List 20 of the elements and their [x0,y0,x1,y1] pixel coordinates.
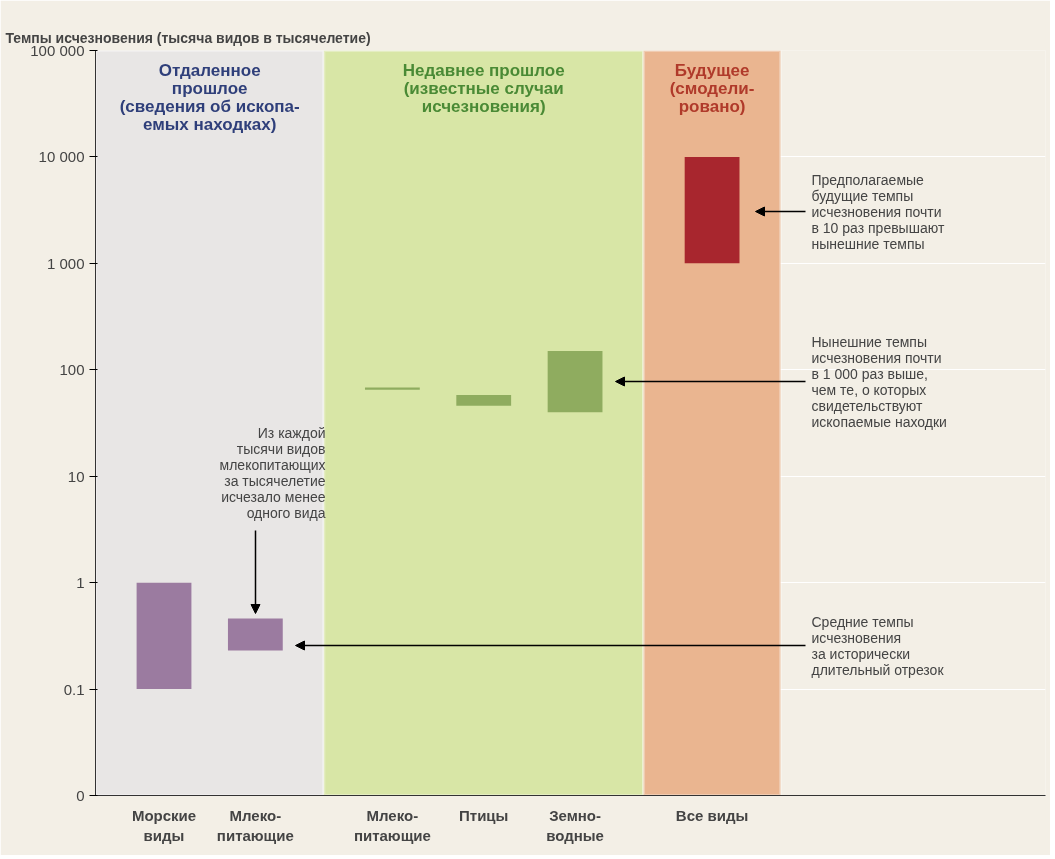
y-tick-label: 10 000 [38,148,85,166]
y-tick-label: 0 [76,787,85,804]
y-tick-label: 100 [59,361,85,379]
band-label: Недавнее прошлое (известные случаи исчезновения) [402,60,565,116]
x-tick-label: Птицы [459,806,509,824]
annotation: Из каждой тысячи видов млекопитающих за тысячелетие исчезало менее одного вида [219,424,326,521]
y-tick-label: 10 [67,467,85,485]
x-tick-label: Морские виды [131,806,197,844]
x-tick-label: Земно- водные [546,806,604,844]
y-tick-label: 1 [76,574,85,592]
text: Предполагаемые будущие темпы исчезновения почти в 10 раз превышают нынешние темпы [811,171,945,252]
y-tick-label: 1 000 [46,254,85,272]
band-label: Будущее (смодели- ровано) [669,60,755,116]
x-tick-label: Млеко- питающие [353,806,431,844]
x-tick-label: Млеко- питающие [216,806,294,844]
text: Нынешние темпы исчезновения почти в 1 000 раз выше, чем те, о которых свидетельствуют ископаемые находки [811,333,947,430]
text: Средние темпы исчезновения за исторически длительный отрезок [811,613,945,678]
band-label: Отдаленное прошлое (сведения об ископа- емых находках) [119,60,300,134]
x-tick-label: Все виды [675,806,749,824]
y-tick-label: 0.1 [63,680,85,698]
